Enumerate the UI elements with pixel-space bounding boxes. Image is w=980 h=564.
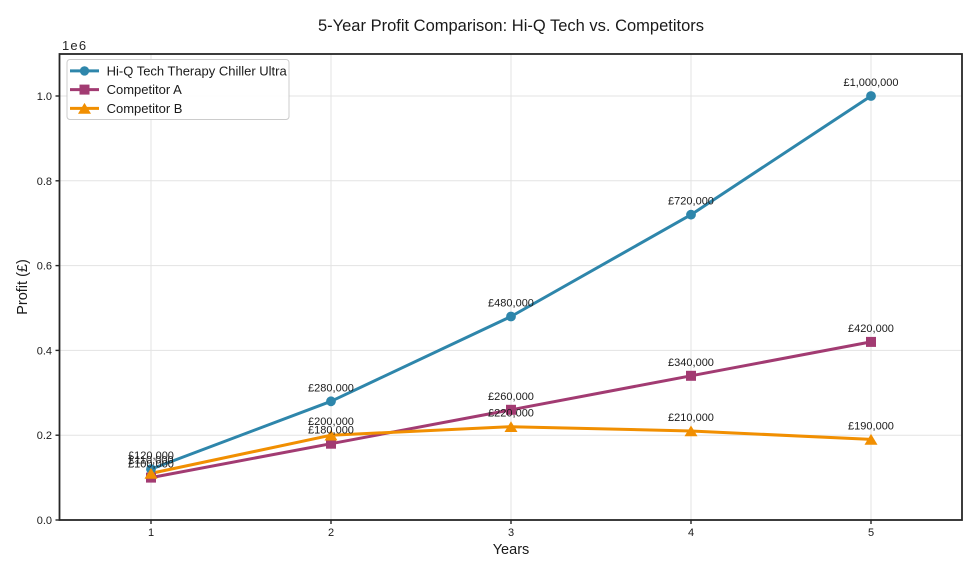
svg-text:5-Year Profit Comparison: Hi-Q: 5-Year Profit Comparison: Hi-Q Tech vs. …	[318, 17, 704, 35]
svg-text:£200,000: £200,000	[308, 416, 354, 428]
svg-text:£110,000: £110,000	[128, 454, 173, 466]
svg-text:£180,000: £180,000	[308, 425, 354, 437]
svg-text:1.0: 1.0	[37, 91, 52, 103]
svg-text:5: 5	[868, 527, 874, 539]
svg-text:0.8: 0.8	[37, 176, 52, 188]
svg-text:£720,000: £720,000	[668, 196, 714, 208]
svg-text:1: 1	[148, 527, 154, 539]
svg-text:£100,000: £100,000	[128, 459, 174, 471]
svg-text:Hi-Q Tech Therapy Chiller Ultr: Hi-Q Tech Therapy Chiller Ultra	[107, 63, 288, 78]
svg-text:£190,000: £190,000	[848, 420, 894, 432]
svg-text:£420,000: £420,000	[848, 323, 894, 335]
svg-text:2: 2	[328, 527, 334, 539]
svg-text:1e6: 1e6	[62, 38, 87, 53]
svg-text:£480,000: £480,000	[488, 298, 534, 310]
svg-text:£120,000: £120,000	[128, 450, 174, 462]
svg-text:Competitor A: Competitor A	[107, 82, 182, 97]
svg-text:0.2: 0.2	[37, 430, 52, 442]
svg-text:0.0: 0.0	[37, 515, 52, 527]
svg-text:0.4: 0.4	[37, 345, 52, 357]
svg-text:Competitor B: Competitor B	[107, 101, 183, 116]
svg-text:Profit (£): Profit (£)	[15, 259, 31, 315]
svg-text:£260,000: £260,000	[488, 391, 534, 403]
svg-text:4: 4	[688, 527, 694, 539]
svg-text:£210,000: £210,000	[668, 412, 714, 424]
svg-text:£280,000: £280,000	[308, 382, 354, 394]
svg-text:£220,000: £220,000	[488, 408, 534, 420]
svg-text:£340,000: £340,000	[668, 357, 714, 369]
svg-text:3: 3	[508, 527, 514, 539]
svg-text:£1,000,000: £1,000,000	[843, 77, 898, 89]
svg-text:0.6: 0.6	[37, 261, 52, 273]
svg-text:Years: Years	[493, 542, 530, 558]
